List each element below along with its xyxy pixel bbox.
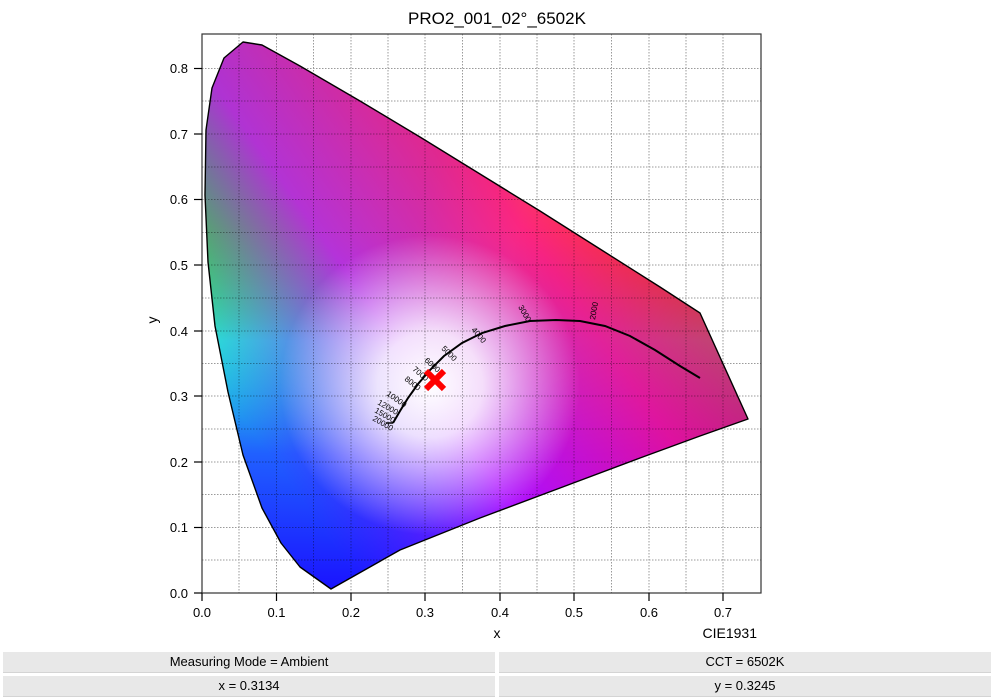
measuring-mode-cell: Measuring Mode = Ambient: [3, 652, 495, 673]
y-tick-label: 0.0: [170, 586, 188, 601]
cie-chart: PRO2_001_02°_6502K: [144, 9, 762, 641]
x-tick-label: 0.4: [491, 605, 509, 620]
y-axis: 0.0 0.1 0.2 0.3 0.4 0.5 0.6 0.7 0.8 y: [144, 61, 202, 601]
plot-area: 20000 15000 12000 10000 8000 7000 6000 5…: [201, 33, 762, 594]
planckian-locus: [392, 318, 701, 424]
y-tick-label: 0.1: [170, 520, 188, 535]
x-tick-label: 0.2: [342, 605, 360, 620]
y-value-cell: y = 0.3245: [499, 676, 991, 697]
cct-cell: CCT = 6502K: [499, 652, 991, 673]
x-value-cell: x = 0.3134: [3, 676, 495, 697]
x-tick-label: 0.3: [416, 605, 434, 620]
y-tick-label: 0.2: [170, 455, 188, 470]
y-tick-label: 0.8: [170, 61, 188, 76]
svg-text:2000: 2000: [588, 301, 600, 321]
x-axis-label: x: [494, 625, 501, 641]
measurement-info-table: Measuring Mode = Ambient CCT = 6502K x =…: [3, 652, 991, 700]
y-tick-label: 0.7: [170, 127, 188, 142]
y-tick-label: 0.3: [170, 389, 188, 404]
x-tick-label: 0.5: [565, 605, 583, 620]
plot-frame: [201, 33, 762, 594]
info-row: x = 0.3134 y = 0.3245: [3, 676, 991, 697]
x-tick-label: 0.0: [193, 605, 211, 620]
x-tick-label: 0.7: [714, 605, 732, 620]
y-tick-label: 0.6: [170, 192, 188, 207]
info-row: Measuring Mode = Ambient CCT = 6502K: [3, 652, 991, 673]
y-axis-label: y: [144, 317, 160, 324]
x-tick-label: 0.1: [267, 605, 285, 620]
x-tick-label: 0.6: [640, 605, 658, 620]
x-axis: 0.0 0.1 0.2 0.3 0.4 0.5 0.6 0.7 x CIE193…: [193, 593, 757, 641]
measurement-marker: [423, 368, 447, 392]
chart-title: PRO2_001_02°_6502K: [408, 9, 587, 28]
y-tick-label: 0.4: [170, 324, 188, 339]
spectral-locus-outline: [204, 41, 749, 590]
cie-standard-label: CIE1931: [703, 625, 758, 641]
y-tick-label: 0.5: [170, 258, 188, 273]
